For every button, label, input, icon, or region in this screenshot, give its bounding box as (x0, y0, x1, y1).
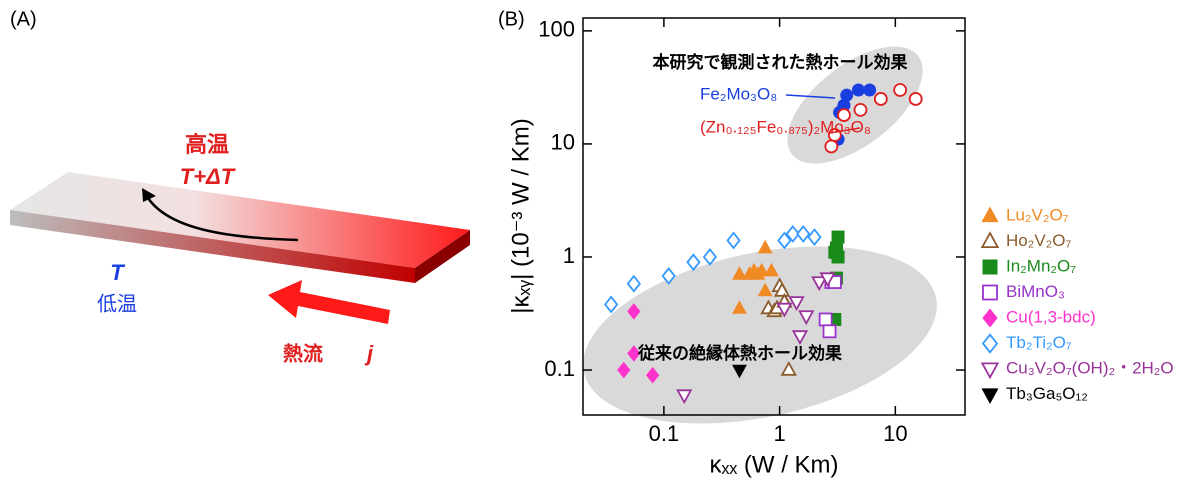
data-point (854, 104, 866, 116)
flow-symbol: j (364, 341, 374, 366)
data-point (824, 325, 836, 337)
data-point (808, 230, 820, 245)
legend-marker (983, 260, 997, 274)
legend-marker (983, 335, 997, 353)
data-point (841, 89, 853, 101)
legend-label: Ho₂V₂O₇ (1006, 231, 1071, 250)
data-point (825, 140, 837, 152)
legend-marker (982, 363, 997, 377)
hot-temp: T+ΔT (180, 164, 236, 189)
legend-marker (983, 286, 997, 300)
data-point (832, 251, 844, 263)
data-point (628, 276, 640, 291)
figure: (A) (B) 高温 T+ΔT T 低温 熱流 j 本研究で観測された熱ホール効… (0, 0, 1203, 485)
legend-label: In₂Mn₂O₇ (1006, 256, 1076, 275)
panel-label: (B) (498, 8, 525, 30)
legend-marker (982, 233, 997, 247)
flow-label: 熱流 (283, 342, 323, 366)
data-point (852, 84, 864, 96)
slab (10, 172, 470, 283)
data-point (864, 84, 876, 96)
cold-label: 低温 (97, 292, 137, 316)
series-label: (Zn₀.₁₂₅Fe₀.₈₇₅)₂Mo₃O₈ (700, 117, 871, 136)
data-point (832, 231, 844, 243)
y-tick-label: 0.1 (544, 356, 575, 381)
data-point (728, 233, 740, 248)
data-point (894, 84, 906, 96)
x-axis-label: κₓₓ (W / Km) (709, 451, 838, 478)
y-tick-label: 100 (538, 17, 575, 42)
legend-label: Tb₂Ti₂O₇ (1006, 333, 1072, 352)
data-point (820, 313, 832, 325)
legend-label: Cu₃V₂O₇(OH)₂・2H₂O (1006, 358, 1174, 377)
legend-label: Lu₂V₂O₇ (1006, 205, 1069, 224)
cold-temp: T (110, 260, 125, 285)
legend-marker (982, 389, 997, 403)
data-point (875, 93, 887, 105)
legend-label: Tb₃Ga₅O₁₂ (1006, 384, 1088, 403)
legend-marker (982, 208, 997, 222)
annotation: 本研究で観測された熱ホール効果 (653, 52, 908, 73)
panel-label: (A) (10, 8, 37, 30)
data-point (605, 297, 617, 312)
legend-marker (983, 309, 997, 327)
data-point (910, 93, 922, 105)
legend-label: BiMnO₃ (1006, 282, 1065, 301)
y-tick-label: 10 (551, 130, 575, 155)
x-tick-label: 1 (773, 421, 785, 446)
x-tick-label: 10 (883, 421, 907, 446)
y-axis-label: |κₓᵧ| (10⁻³ W / Km) (507, 118, 534, 313)
data-point (759, 241, 772, 253)
x-tick-label: 0.1 (649, 421, 680, 446)
hot-label: 高温 (185, 132, 229, 158)
annotation: 従来の絶縁体熱ホール効果 (637, 343, 842, 364)
y-tick-label: 1 (563, 243, 575, 268)
data-point (797, 226, 809, 241)
legend-label: Cu(1,3-bdc) (1006, 307, 1096, 326)
series-label: Fe₂Mo₃O₈ (700, 84, 777, 103)
heat-flow-arrow (268, 280, 390, 324)
